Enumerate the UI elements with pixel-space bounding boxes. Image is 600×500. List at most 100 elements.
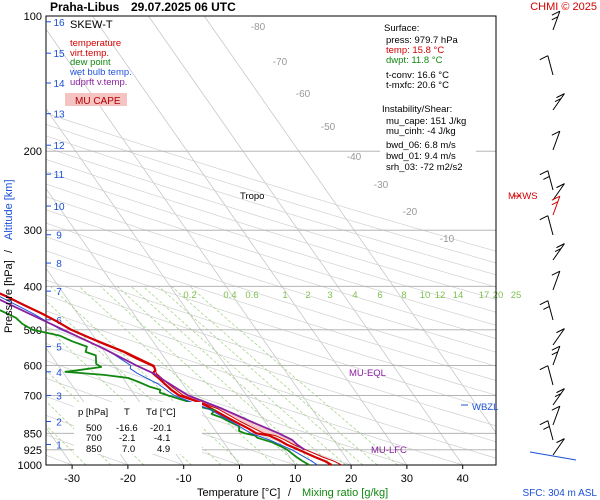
pressure-tick-100: 100 — [24, 11, 42, 23]
surface-title: Surface: — [384, 23, 419, 34]
wind-barbs — [529, 10, 577, 461]
surface-tconv: t-conv: 16.6 °C — [386, 70, 449, 81]
mixing-ratio-label-25: 25 — [511, 290, 522, 301]
wind-barb-11 — [552, 328, 565, 346]
legend-title: SKEW-T — [70, 19, 113, 31]
legend-dew-point: dew point — [70, 57, 111, 68]
bwd06-value: bwd_06: 6.8 m/s — [386, 140, 456, 151]
mxws-label: MXWS — [508, 191, 538, 202]
altitude-tick-7: 7 — [56, 287, 62, 298]
isotherm-label--40: -40 — [347, 152, 362, 163]
pressure-tick-850: 850 — [24, 428, 42, 440]
table-t-500: -16.6 — [116, 423, 138, 434]
mixing-ratio-label-8: 8 — [401, 290, 406, 301]
y-axis-label-altitude: Altitude [km] — [3, 179, 15, 240]
dry-adiabat-140 — [46, 183, 496, 326]
legend-wet-bulb: wet bulb temp. — [69, 67, 132, 78]
dry-adiabat-150 — [46, 171, 496, 313]
table-td-850: 4.9 — [157, 444, 170, 455]
pressure-tick-925: 925 — [24, 445, 42, 457]
wind-barb-13 — [539, 365, 554, 386]
wind-barb-7 — [539, 215, 554, 236]
pressure-tick-200: 200 — [24, 146, 42, 158]
surface-box — [382, 18, 472, 98]
dry-adiabat-100 — [46, 236, 496, 381]
surface-dewpoint: dwpt: 11.8 °C — [386, 55, 443, 66]
plot-frame — [45, 15, 497, 466]
mu-cape-value: mu_cape: 151 J/kg — [386, 116, 466, 127]
dry-adiabat-200 — [46, 112, 496, 252]
mixing-ratio-label-0-6: 0.6 — [245, 290, 258, 301]
dry-adiabat-90 — [46, 250, 496, 396]
isotherm-label--70: -70 — [273, 57, 288, 68]
isotherm-label--80: -80 — [251, 22, 266, 33]
pressure-tick-1000: 1000 — [18, 460, 42, 472]
altitude-tick-6: 6 — [56, 316, 62, 327]
wind-barb-3 — [551, 130, 561, 151]
mu-eql-label: MU-EQL — [349, 368, 386, 379]
altitude-tick-12: 12 — [53, 141, 65, 152]
grid-layer: 1002003004005006007008509251000-80-70-60… — [18, 11, 522, 485]
wind-barb-2 — [552, 93, 565, 111]
altitude-tick-11: 11 — [54, 170, 65, 181]
table-t-850: 7.0 — [122, 444, 135, 455]
isotherm-40 — [148, 16, 464, 465]
credit: CHMI © 2025 — [530, 1, 597, 13]
legend-mu-cape: MU CAPE — [75, 96, 121, 107]
altitude-tick-4: 4 — [56, 368, 62, 379]
tropopause-label: Tropo — [240, 191, 264, 202]
dry-adiabat-80 — [46, 264, 496, 411]
mixing-ratio-label-12: 12 — [435, 290, 446, 301]
dry-adiabat-170 — [46, 147, 496, 288]
pressure-tick-300: 300 — [24, 225, 42, 237]
mixing-ratio-label-0-4: 0.4 — [223, 290, 236, 301]
mixing-ratio-label-6: 6 — [377, 290, 382, 301]
mu-cinh-value: mu_cinh: -4 J/kg — [386, 126, 456, 137]
table-header-td: Td [°C] — [146, 407, 176, 418]
dry-adiabat-110 — [46, 222, 496, 367]
isotherm-50 — [203, 16, 496, 434]
x-tick-40: 40 — [457, 473, 469, 485]
altitude-tick-14: 14 — [53, 79, 65, 90]
wind-barb-14 — [552, 388, 565, 406]
wbzl-label: WBZL — [472, 402, 498, 413]
mixing-ratio-label-17: 17 — [479, 290, 490, 301]
dry-adiabat-190 — [46, 124, 496, 264]
legend-temperature: temperature — [70, 38, 121, 49]
wind-barb-16 — [539, 420, 554, 441]
x-tick--10: -10 — [176, 473, 192, 485]
altitude-tick-13: 13 — [53, 110, 65, 121]
table-p-500: 500 — [86, 423, 102, 434]
isotherm-label--60: -60 — [296, 89, 311, 100]
wind-barb-5 — [552, 183, 565, 201]
wind-barb-10 — [539, 300, 554, 321]
table-t-700: -2.1 — [119, 433, 135, 444]
altitude-tick-5: 5 — [56, 343, 62, 354]
mixing-ratio-label-4: 4 — [352, 290, 357, 301]
y-axis-label: Pressure [hPa] — [3, 260, 15, 333]
mixing-ratio-label-1: 1 — [282, 290, 287, 301]
x-axis-label: Temperature [°C] — [197, 487, 280, 499]
surface-pressure: press: 979.7 hPa — [386, 35, 459, 46]
pressure-tick-700: 700 — [24, 390, 42, 402]
mixing-ratio-label-20: 20 — [493, 290, 504, 301]
mixing-ratio-label-14: 14 — [453, 290, 464, 301]
mixing-ratio-label-3: 3 — [327, 290, 332, 301]
wind-barb-0 — [551, 10, 561, 31]
altitude-tick-9: 9 — [56, 231, 62, 242]
series-layer — [0, 292, 342, 466]
legend-virt-temp: virt.temp. — [70, 48, 109, 59]
isotherm-label--30: -30 — [374, 180, 389, 191]
pressure-tick-400: 400 — [24, 281, 42, 293]
isotherm--10 — [46, 267, 185, 465]
table-header-p: p [hPa] — [78, 407, 108, 418]
altitude-tick-15: 15 — [53, 49, 65, 60]
altitude-tick-2: 2 — [56, 417, 62, 428]
x-axis-separator: / — [288, 487, 292, 499]
instability-box — [380, 100, 476, 180]
altitude-tick-16: 16 — [53, 18, 65, 29]
wind-barb-1 — [539, 55, 554, 76]
dry-adiabat-160 — [46, 159, 496, 300]
station-name: Praha-Libus — [50, 0, 120, 14]
isotherm-0 — [46, 187, 240, 465]
